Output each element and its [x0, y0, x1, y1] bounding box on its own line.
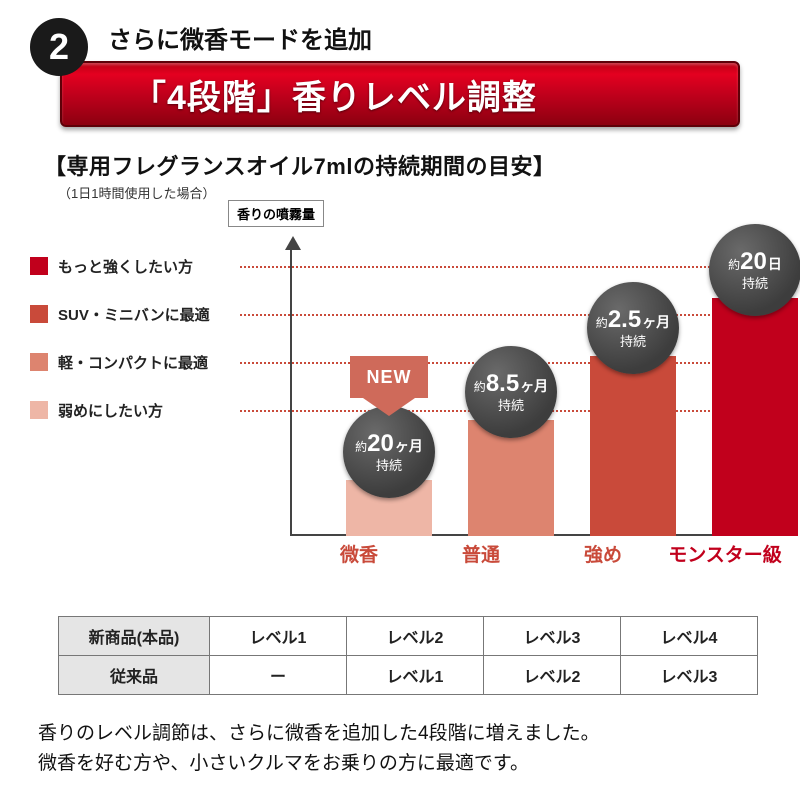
duration-bubble: 約20日持続: [709, 224, 800, 316]
table-cell: レベル3: [483, 617, 620, 655]
table-head-cell: 新商品(本品): [59, 617, 209, 655]
subtitle: さらに微香モードを追加: [108, 20, 770, 55]
step-badge: 2: [30, 18, 88, 76]
section-note: （1日1時間使用した場合）: [58, 183, 770, 202]
table-cell: レベル3: [620, 656, 757, 694]
y-axis: [290, 248, 292, 536]
x-label: モンスター級: [665, 540, 785, 567]
table-cell: レベル1: [346, 656, 483, 694]
table-cell: レベル4: [620, 617, 757, 655]
chart-area: 香りの噴霧量 約20ヶ月持続NEW約8.5ヶ月持続約2.5ヶ月持続約20日持続: [240, 206, 770, 536]
legend-item: 軽・コンパクトに最適: [30, 338, 230, 386]
legend-text: 弱めにしたい方: [58, 400, 163, 421]
page: 2 さらに微香モードを追加 「4段階」香りレベル調整 【専用フレグランスオイル7…: [0, 0, 800, 800]
level-table: 新商品(本品)レベル1レベル2レベル3レベル4従来品ーレベル1レベル2レベル3: [58, 616, 758, 695]
footer-line-2: 微香を好む方や、小さいクルマをお乗りの方に最適です。: [38, 749, 762, 778]
table-row: 従来品ーレベル1レベル2レベル3: [59, 655, 757, 694]
table-cell: レベル1: [209, 617, 346, 655]
legend-item: もっと強くしたい方: [30, 242, 230, 290]
legend-text: 軽・コンパクトに最適: [58, 352, 208, 373]
bar: [590, 356, 676, 536]
duration-bubble: 約8.5ヶ月持続: [465, 346, 557, 438]
x-label: 微香: [299, 540, 419, 567]
section-title: 【専用フレグランスオイル7mlの持続期間の目安】: [44, 149, 770, 181]
table-cell: レベル2: [483, 656, 620, 694]
table-cell: レベル2: [346, 617, 483, 655]
bar: [712, 298, 798, 536]
table-row: 新商品(本品)レベル1レベル2レベル3レベル4: [59, 617, 757, 655]
footer-line-1: 香りのレベル調節は、さらに微香を追加した4段階に増えました。: [38, 719, 762, 748]
chart: もっと強くしたい方SUV・ミニバンに最適軽・コンパクトに最適弱めにしたい方 香り…: [30, 206, 770, 566]
legend-item: SUV・ミニバンに最適: [30, 290, 230, 338]
legend-item: 弱めにしたい方: [30, 386, 230, 434]
table-cell: ー: [209, 656, 346, 694]
legend: もっと強くしたい方 SUV・ミニバンに最適軽・コンパクトに最適弱めにしたい方: [30, 242, 230, 434]
header: 2 さらに微香モードを追加 「4段階」香りレベル調整: [0, 0, 800, 127]
guideline: [240, 266, 710, 268]
x-label: 強め: [543, 540, 663, 567]
banner-text: 「4段階」香りレベル調整: [132, 70, 537, 119]
x-label: 普通: [421, 540, 541, 567]
legend-text: もっと強くしたい方: [58, 256, 193, 277]
legend-swatch: [30, 353, 48, 371]
legend-swatch: [30, 257, 48, 275]
x-labels: 微香普通強めモンスター級: [210, 540, 770, 574]
footer: 香りのレベル調節は、さらに微香を追加した4段階に増えました。 微香を好む方や、小…: [0, 719, 800, 778]
banner: 「4段階」香りレベル調整: [60, 61, 740, 127]
duration-bubble: 約2.5ヶ月持続: [587, 282, 679, 374]
axis-label: 香りの噴霧量: [228, 200, 324, 227]
new-tag: NEW: [350, 356, 428, 398]
duration-bubble: 約20ヶ月持続: [343, 406, 435, 498]
legend-text: SUV・ミニバンに最適: [58, 304, 210, 325]
table-head-cell: 従来品: [59, 656, 209, 694]
legend-swatch: [30, 401, 48, 419]
legend-swatch: [30, 305, 48, 323]
